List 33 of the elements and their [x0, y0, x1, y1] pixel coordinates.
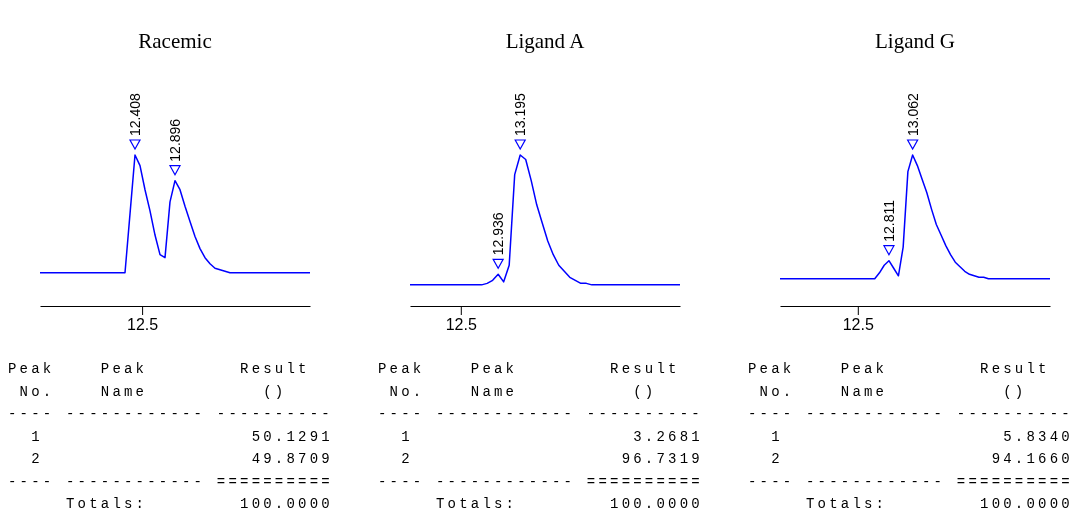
text: Peak Peak Result — [748, 361, 1050, 377]
text: Peak Peak Result — [8, 361, 310, 377]
text: 1 50.1291 — [31, 428, 333, 445]
text: ---- ------------ ---------- — [8, 406, 333, 422]
text: ---- ------------ ========== — [378, 473, 703, 490]
chart-title: Ligand A — [505, 29, 586, 53]
text: ---- ------------ ========== — [748, 473, 1073, 490]
text: No. Name () — [759, 383, 1027, 400]
text: Totals: 100.0000 — [66, 496, 333, 512]
text: No. Name () — [19, 383, 287, 400]
text: 2 49.8709 — [31, 451, 333, 467]
text: Peak Peak Result — [378, 361, 680, 377]
text: 12.5 — [842, 316, 874, 333]
annotation: 13.195 — [512, 92, 529, 136]
text: 1 3.2681 — [401, 428, 703, 445]
text: 1 5.8340 — [771, 428, 1073, 445]
annotation: 13.062 — [904, 92, 921, 136]
annotation: 12.896 — [167, 118, 183, 162]
chart-title: Ligand G — [875, 29, 955, 53]
text: 12.5 — [127, 316, 159, 333]
text: ---- ------------ ---------- — [748, 406, 1073, 422]
annotation: 12.408 — [127, 92, 143, 136]
text: Totals: 100.0000 — [806, 496, 1073, 512]
text: 2 96.7319 — [401, 451, 703, 467]
text: No. Name () — [389, 383, 657, 400]
text: ---- ------------ ---------- — [378, 406, 703, 422]
text: ---- ------------ ========== — [8, 473, 333, 490]
text: Totals: 100.0000 — [436, 496, 703, 512]
annotation: 12.811 — [880, 199, 897, 242]
annotation: 12.936 — [490, 212, 507, 256]
text: 12.5 — [445, 316, 477, 333]
text: 2 94.1660 — [771, 451, 1073, 467]
chart-title: Racemic — [138, 29, 212, 53]
